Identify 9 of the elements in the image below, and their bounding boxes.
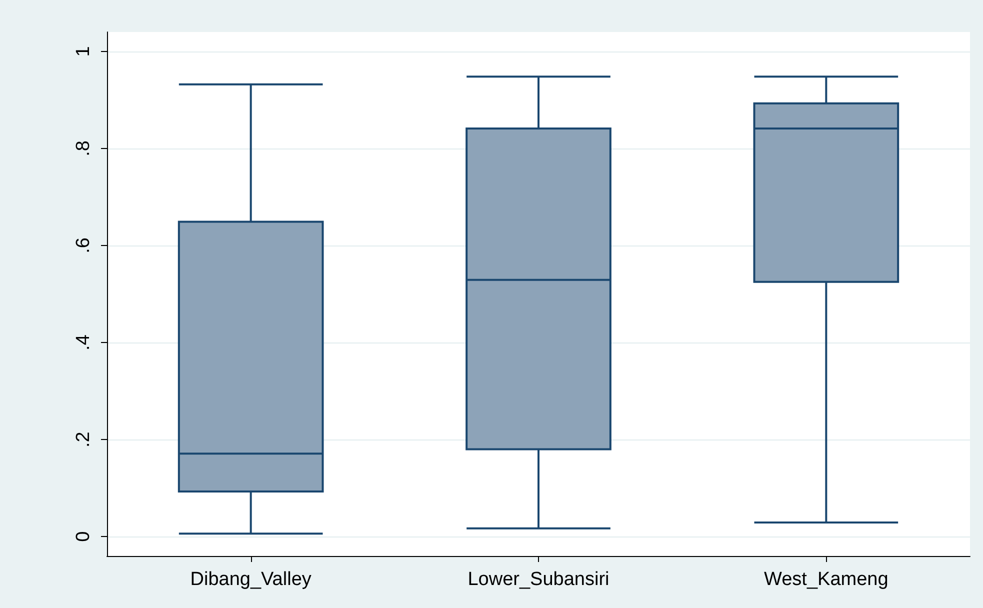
y-tick-label: .6	[73, 238, 94, 254]
y-tick-label: 1	[73, 46, 94, 57]
y-tick-label: .4	[73, 334, 94, 350]
y-tick-label: .2	[73, 432, 94, 448]
y-tick-label: .8	[73, 140, 94, 156]
x-tick-label: West_Kameng	[764, 569, 888, 590]
x-tick-label: Dibang_Valley	[190, 569, 312, 590]
y-tick-label: 0	[73, 531, 94, 542]
x-tick-label: Lower_Subansiri	[468, 569, 610, 590]
